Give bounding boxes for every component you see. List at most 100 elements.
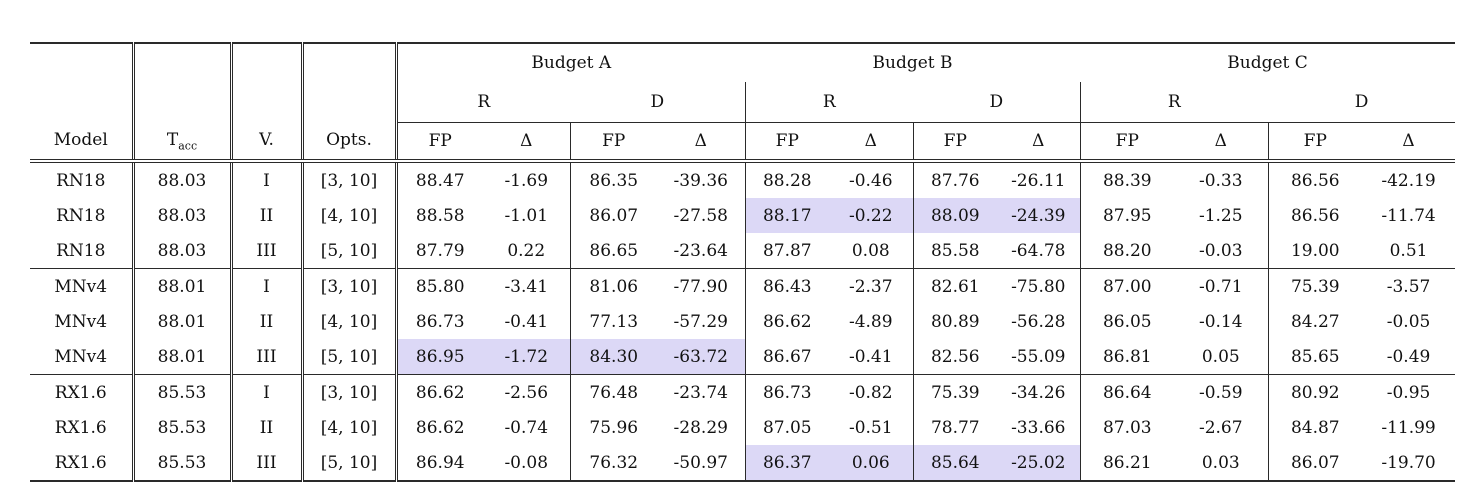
budget-c-d-fp-cell: 84.87 (1267, 410, 1363, 445)
budget-a-r-fp-cell: 86.62 (415, 382, 465, 403)
budget-a-d-fp-cell: 77.13 (569, 304, 657, 339)
metric-delta-header: Δ (997, 122, 1081, 163)
budget-c-d-delta-cell: -19.70 (1362, 445, 1456, 482)
budget-b-r-fp-cell: 88.17 (744, 198, 830, 233)
budget-c-d-delta-cell: -0.05 (1386, 311, 1431, 332)
table-row: MNv4 88.01 III [5, 10] 86.95 -1.72 84.30 -63.72… (30, 339, 1456, 375)
budget-b-d-fp-cell: 87.76 (912, 161, 998, 198)
budget-a-d-fp-cell: 84.30 (569, 339, 657, 375)
metric-delta-header: Δ (483, 122, 570, 163)
opts-cell: [4, 10] (302, 410, 398, 445)
budget-b-d-fp-cell: 85.58 (912, 233, 998, 269)
budget-b-r-fp-cell: 86.67 (744, 339, 830, 375)
budget-b-d-delta-cell: -56.28 (1011, 311, 1066, 332)
budget-a-d-fp-cell: 76.48 (569, 374, 657, 410)
budget-a-d-delta-cell: -57.29 (673, 311, 728, 332)
budget-c-r-fp-cell: 88.20 (1079, 233, 1175, 269)
budget-a-d-fp-cell: 86.65 (569, 233, 657, 269)
budget-c-d-delta-cell: -0.49 (1362, 339, 1456, 375)
budget-a-r-fp-cell: 85.80 (415, 276, 465, 297)
metric-fp-header: FP (569, 122, 657, 163)
table-body: RN18 88.03 I [3, 10] 88.47 -1.69 86.35 -39.36 88… (30, 161, 1456, 482)
budget-b-header: Budget B (745, 42, 1081, 82)
metric-delta-header: Δ (1174, 122, 1269, 163)
budget-b-r-fp-cell: 87.87 (744, 233, 830, 269)
budget-b-d-fp-cell: 80.89 (912, 304, 998, 339)
tacc-cell: 85.53 (133, 374, 233, 410)
budget-c-d-fp-cell: 84.27 (1267, 304, 1363, 339)
budget-a-r-header: R (396, 82, 570, 123)
budget-c-r-header: R (1079, 82, 1269, 123)
budget-c-d-fp-cell: 86.07 (1267, 445, 1363, 482)
opts-cell: [4, 10] (302, 198, 398, 233)
budget-b-r-fp-cell: 88.28 (744, 161, 830, 198)
budget-b-d-delta-cell: -75.80 (1011, 276, 1066, 297)
budget-a-d-delta-cell: -63.72 (657, 339, 746, 375)
budget-b-d-delta-cell: -33.66 (1011, 417, 1066, 438)
results-table: Model Tacc V. Opts. Budget A Budget B Bu… (30, 42, 1456, 482)
table-header: Model Tacc V. Opts. Budget A Budget B Bu… (30, 42, 1456, 163)
metric-header-row: FP Δ FP Δ FP Δ FP Δ FP Δ FP Δ (30, 122, 1456, 163)
budget-c-d-fp-cell: 86.56 (1267, 198, 1363, 233)
budget-b-r-fp-cell: 86.37 (744, 445, 830, 482)
model-cell: RN18 (30, 161, 135, 198)
table-row: RN18 88.03 I [3, 10] 88.47 -1.69 86.35 -39.36 88… (30, 161, 1455, 198)
budget-header-row: Model Tacc V. Opts. Budget A Budget B Bu… (30, 42, 1456, 163)
budget-a-d-header: D (570, 82, 746, 123)
budget-a-r-delta-cell: -3.41 (504, 276, 549, 297)
budget-a-r-delta-cell: -1.69 (504, 170, 549, 191)
tacc-cell: 88.01 (133, 304, 233, 339)
model-cell: RX1.6 (30, 445, 135, 482)
budget-c-r-fp-cell: 86.81 (1079, 339, 1175, 375)
opts-cell: [5, 10] (302, 445, 398, 482)
budget-b-r-delta-cell: -4.89 (848, 311, 893, 332)
budget-b-d-delta-cell: -24.39 (997, 198, 1081, 233)
budget-a-r-delta-cell: -1.72 (483, 339, 570, 375)
tacc-cell: 88.01 (133, 339, 233, 375)
budget-c-r-delta-cell: -0.14 (1198, 311, 1243, 332)
budget-a-r-delta-cell: -2.56 (504, 382, 549, 403)
metric-fp-header: FP (912, 122, 998, 163)
metric-fp-header: FP (1079, 122, 1175, 163)
tacc-cell: 88.03 (133, 233, 233, 269)
col-header-tacc: Tacc (133, 42, 233, 163)
variant-cell: I (231, 374, 304, 410)
budget-a-header: Budget A (396, 42, 746, 82)
budget-c-r-fp-cell: 86.64 (1079, 374, 1175, 410)
budget-a-r-fp-cell: 88.58 (415, 205, 465, 226)
budget-a-r-fp-cell: 86.94 (396, 445, 483, 482)
model-cell: RN18 (30, 198, 135, 233)
budget-b-d-header: D (913, 82, 1081, 123)
model-cell: RN18 (30, 233, 135, 269)
col-header-opts: Opts. (302, 42, 398, 163)
metric-delta-header: Δ (657, 122, 746, 163)
budget-a-r-fp-cell: 86.73 (415, 311, 465, 332)
variant-cell: II (231, 198, 304, 233)
budget-b-d-delta-cell: -34.26 (1011, 382, 1066, 403)
budget-a-d-delta-cell: -50.97 (657, 445, 746, 482)
opts-cell: [5, 10] (302, 339, 398, 375)
opts-cell: [3, 10] (302, 374, 398, 410)
budget-a-d-delta-cell: -28.29 (673, 417, 728, 438)
budget-a-d-delta-cell: -23.64 (657, 233, 746, 269)
variant-cell: II (231, 304, 304, 339)
model-cell: RX1.6 (30, 410, 135, 445)
tacc-cell: 88.01 (133, 268, 233, 304)
budget-a-r-fp-cell: 87.79 (396, 233, 483, 269)
budget-a-r-fp-cell: 88.47 (415, 170, 465, 191)
budget-b-d-fp-cell: 88.09 (912, 198, 998, 233)
budget-b-r-delta-cell: -2.37 (848, 276, 893, 297)
variant-cell: I (231, 268, 304, 304)
budget-a-r-delta-cell: -0.74 (504, 417, 549, 438)
budget-a-r-fp-cell: 86.95 (396, 339, 483, 375)
budget-c-r-fp-cell: 88.39 (1079, 161, 1175, 198)
budget-c-r-delta-cell: 0.03 (1174, 445, 1269, 482)
tacc-symbol: T (166, 130, 179, 150)
opts-cell: [5, 10] (302, 233, 398, 269)
variant-cell: III (231, 445, 304, 482)
budget-c-r-fp-cell: 87.00 (1079, 268, 1175, 304)
budget-b-r-fp-cell: 86.73 (744, 374, 830, 410)
table-row: RN18 88.03 III [5, 10] 87.79 0.22 86.65 -23.64 8… (30, 233, 1456, 269)
table-row: RX1.6 85.53 III [5, 10] 86.94 -0.08 76.32 -50.9… (30, 445, 1456, 482)
metric-delta-header: Δ (829, 122, 914, 163)
